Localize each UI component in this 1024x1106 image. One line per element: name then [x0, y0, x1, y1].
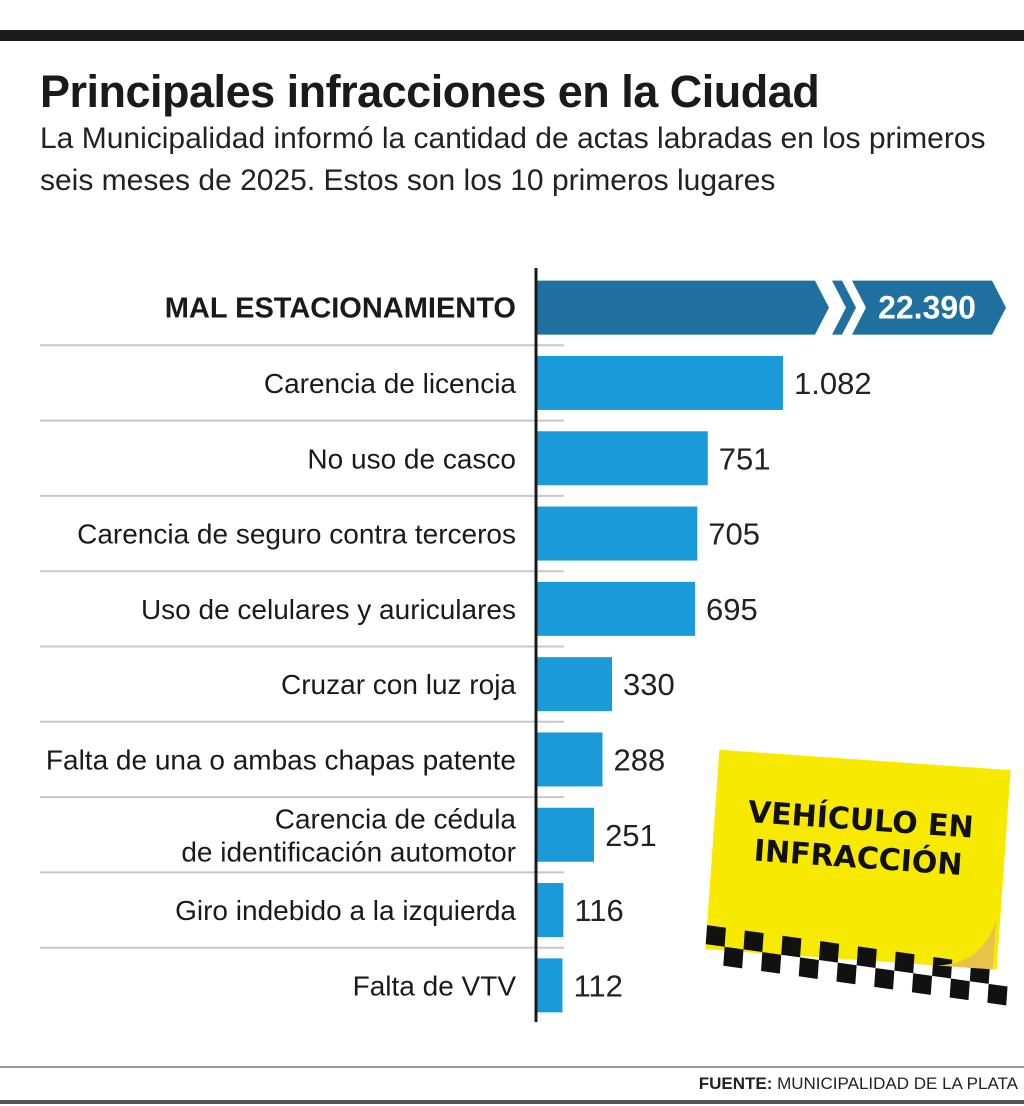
checker-square — [818, 941, 840, 963]
checker-square — [705, 925, 726, 947]
row-separators — [40, 344, 564, 949]
value-label: 116 — [574, 893, 623, 928]
checker-square — [781, 935, 802, 958]
checker-square — [798, 957, 819, 979]
category-labels: MAL ESTACIONAMIENTO Carencia de licencia N… — [46, 293, 517, 1002]
bar-value-box — [852, 280, 1006, 335]
category-label: Cruzar con luz roja — [281, 669, 516, 700]
value-label: 695 — [706, 592, 758, 627]
checker-square — [949, 978, 970, 1001]
category-label: Carencia de licencia — [264, 368, 517, 399]
bottom-rule — [0, 1100, 1024, 1104]
value-label: 1.082 — [794, 366, 872, 401]
bar-break-chevron — [832, 280, 856, 335]
source-label: FUENTE: — [698, 1074, 773, 1093]
value-label: 112 — [573, 968, 622, 1003]
bar — [537, 506, 698, 561]
value-label: 705 — [708, 517, 760, 552]
category-label: Falta de VTV — [353, 970, 517, 1001]
bar-mal-estacionamiento — [537, 280, 829, 335]
chart-subtitle: La Municipalidad informó la cantidad de … — [40, 122, 986, 197]
chart-title: Principales infracciones en la Ciudad — [40, 66, 820, 117]
bars — [537, 280, 1006, 1013]
checker-square — [743, 930, 764, 953]
value-label: 22.390 — [878, 290, 976, 326]
checker-square — [894, 951, 915, 974]
category-label: MAL ESTACIONAMIENTO — [165, 293, 516, 325]
source-footer: FUENTE: MUNICIPALIDAD DE LA PLATA — [699, 1074, 1018, 1094]
sticker-background — [705, 749, 1011, 970]
sticker-curl — [936, 919, 997, 970]
bar — [537, 958, 563, 1013]
bar — [537, 883, 564, 938]
category-label: Giro indebido a la izquierda — [175, 895, 516, 926]
category-label: Carencia de cédula — [275, 803, 517, 834]
bar — [537, 732, 603, 787]
checker-square — [856, 946, 877, 968]
value-label: 288 — [613, 742, 665, 777]
bar-chart: MAL ESTACIONAMIENTO Carencia de licencia N… — [40, 268, 1011, 1022]
checker-square — [874, 967, 895, 990]
value-label: 751 — [719, 441, 771, 476]
checker-square — [836, 962, 857, 985]
checker-square — [932, 956, 953, 979]
category-label: No uso de casco — [307, 443, 516, 474]
category-label: Falta de una o ambas chapas patente — [46, 744, 516, 775]
bar — [537, 657, 613, 712]
checker-square — [987, 983, 1008, 1006]
category-label: Uso de celulares y auriculares — [141, 594, 516, 625]
bar — [537, 807, 595, 862]
vehicle-infraction-sticker: VEHÍCULO EN INFRACCIÓN — [705, 749, 1011, 1006]
bar — [537, 581, 696, 636]
category-label: Carencia de seguro contra terceros — [77, 519, 516, 550]
checker-square — [723, 946, 744, 969]
value-label: 251 — [605, 818, 657, 853]
checkered-band — [705, 925, 1008, 1006]
value-labels: 22.390 1.082 751 705 695 330 288 251 116 112 — [573, 290, 975, 1004]
source-value: MUNICIPALIDAD DE LA PLATA — [777, 1074, 1018, 1093]
bar — [537, 355, 783, 410]
value-label: 330 — [623, 667, 675, 702]
category-label: de identificación automotor — [181, 836, 516, 867]
checker-square — [761, 952, 782, 974]
bar — [537, 431, 708, 486]
checker-square — [911, 973, 933, 995]
footer-rule — [0, 1066, 1024, 1068]
top-rule — [0, 30, 1024, 41]
